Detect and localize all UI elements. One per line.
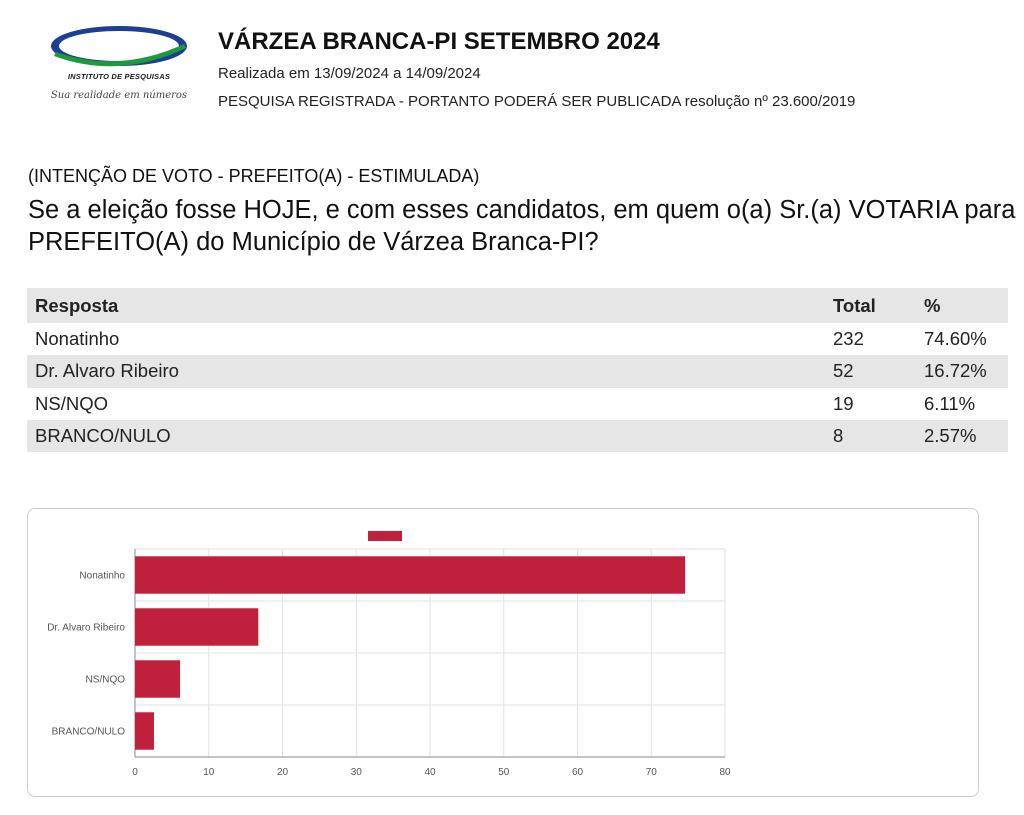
bar-chart: Nonatinho Dr. Alvaro Ribeiro NS/NQO BRANCO/… — [47, 531, 731, 778]
bar — [135, 608, 259, 646]
category-label: Dr. Alvaro Ribeiro — [47, 623, 125, 634]
row-label: NS/NQO — [35, 392, 108, 414]
row-percent: 16.72% — [924, 360, 987, 382]
header-percent: % — [924, 294, 941, 316]
category-label: NS/NQO — [86, 675, 126, 686]
x-tick-label: 70 — [646, 767, 658, 778]
row-label: BRANCO/NULO — [35, 425, 171, 447]
row-total: 19 — [833, 392, 854, 414]
census-logo-mark — [51, 26, 187, 67]
census-logo: INSTITUTO DE PESQUISAS Sua realidade em … — [48, 22, 190, 108]
question-type: (INTENÇÃO DE VOTO - PREFEITO(A) - ESTIMU… — [28, 166, 480, 186]
x-tick-label: 10 — [203, 767, 215, 778]
row-total: 52 — [833, 360, 854, 382]
category-label: Nonatinho — [79, 571, 125, 582]
category-label: BRANCO/NULO — [52, 727, 126, 738]
table-row: Nonatinho 232 74.60% — [27, 323, 1008, 355]
row-label: Dr. Alvaro Ribeiro — [35, 360, 179, 382]
row-total: 8 — [833, 425, 844, 447]
x-tick-label: 40 — [424, 767, 436, 778]
header-resposta: Resposta — [35, 294, 119, 316]
bar — [135, 712, 154, 750]
row-percent: 2.57% — [924, 425, 977, 447]
row-total: 232 — [833, 328, 864, 350]
logo-tagline: Sua realidade em números — [50, 90, 188, 101]
page-title: VÁRZEA BRANCA-PI SETEMBRO 2024 — [218, 28, 660, 55]
bar — [135, 556, 686, 594]
table-row: BRANCO/NULO 8 2.57% — [27, 419, 1008, 453]
x-tick-label: 60 — [572, 767, 584, 778]
chart-card: Nonatinho Dr. Alvaro Ribeiro NS/NQO BRANCO/… — [27, 508, 979, 797]
results-table: Resposta Total % Nonatinho 232 74.60% Dr… — [27, 288, 1008, 453]
x-tick-label: 30 — [351, 767, 363, 778]
row-percent: 6.11% — [924, 392, 976, 414]
table-row: NS/NQO 19 6.11% — [27, 388, 1008, 420]
bar — [135, 660, 181, 698]
x-tick-label: 20 — [277, 767, 289, 778]
header-total: Total — [833, 294, 876, 316]
table-row: Dr. Alvaro Ribeiro 52 16.72% — [27, 355, 1008, 388]
x-tick-label: 50 — [498, 767, 510, 778]
legend-swatch — [368, 531, 402, 541]
x-tick-label: 0 — [132, 767, 138, 778]
survey-dates: Realizada em 13/09/2024 a 14/09/2024 — [218, 65, 481, 82]
logo-subtitle: INSTITUTO DE PESQUISAS — [67, 72, 171, 81]
x-tick-label: 80 — [719, 767, 731, 778]
row-label: Nonatinho — [35, 328, 120, 350]
question-text: Se a eleição fosse HOJE, e com esses can… — [28, 196, 1016, 256]
registration-note: PESQUISA REGISTRADA - PORTANTO PODERÁ SE… — [218, 93, 856, 110]
table-header-row: Resposta Total % — [27, 288, 1008, 323]
row-percent: 74.60% — [924, 328, 987, 350]
